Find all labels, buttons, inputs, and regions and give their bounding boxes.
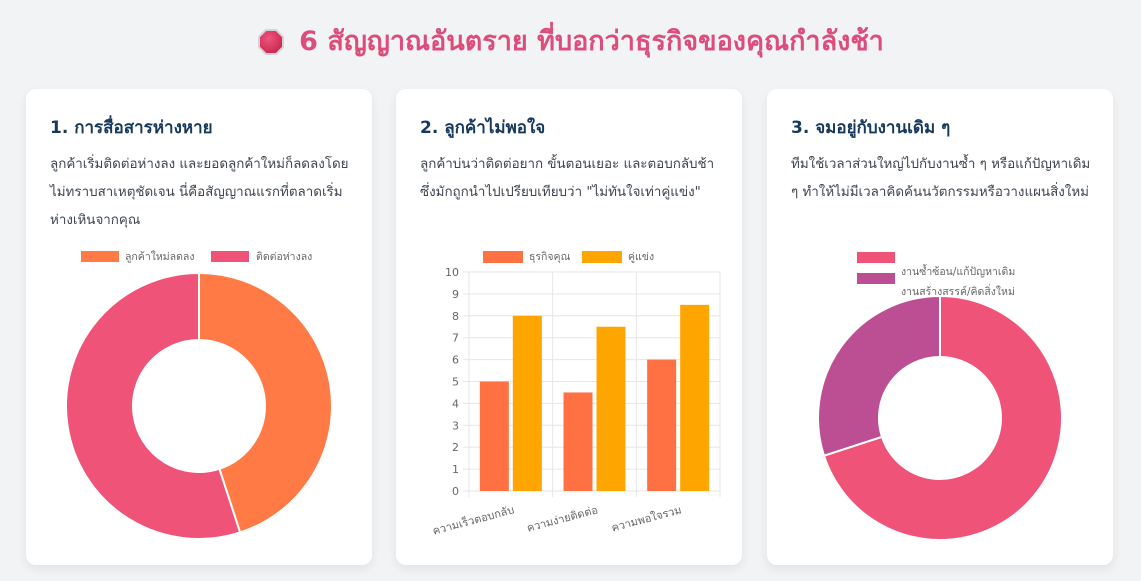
y-tick-label: 7 xyxy=(452,332,459,345)
donut-segment[interactable] xyxy=(65,271,242,540)
bar[interactable] xyxy=(512,315,542,491)
y-tick-label: 9 xyxy=(452,288,459,301)
donut-segment[interactable] xyxy=(822,294,1063,541)
donut-chart-work-allocation: งานซ้ำซ้อน/แก้ปัญหาเดิมงานสร้างสรรค์/คิด… xyxy=(817,252,1063,541)
y-tick-label: 1 xyxy=(452,463,459,476)
legend-swatch[interactable] xyxy=(857,273,895,284)
y-tick-label: 5 xyxy=(452,376,459,389)
y-tick-label: 3 xyxy=(452,419,459,432)
stop-sign-icon xyxy=(258,29,285,55)
bar[interactable] xyxy=(479,381,509,492)
legend-label[interactable]: ธุรกิจคุณ xyxy=(529,251,571,263)
y-tick-label: 8 xyxy=(452,310,459,323)
card-dissatisfied: 2. ลูกค้าไม่พอใจ ลูกค้าบ่นว่าติดต่อยาก ข… xyxy=(396,89,742,565)
legend-swatch[interactable] xyxy=(483,251,523,263)
donut-chart-communication: ลูกค้าใหม่ลดลง ติดต่อห่างลง xyxy=(65,250,333,540)
legend-label[interactable]: งานสร้างสรรค์/คิดสิ่งใหม่ xyxy=(901,284,1015,298)
card-communication: 1. การสื่อสารห่างหาย ลูกค้าเริ่มติดต่อห่… xyxy=(26,89,372,565)
y-tick-label: 0 xyxy=(452,485,459,498)
legend-swatch[interactable] xyxy=(857,252,895,263)
card-description: ทีมใช้เวลาส่วนใหญ่ไปกับงานซ้ำ ๆ หรือแก้ป… xyxy=(791,157,1091,200)
legend-label[interactable]: คู่แข่ง xyxy=(628,251,654,263)
bar[interactable] xyxy=(680,304,710,491)
card-title: 3. จมอยู่กับงานเดิม ๆ xyxy=(791,118,951,138)
legend-swatch[interactable] xyxy=(211,251,249,262)
card-title: 2. ลูกค้าไม่พอใจ xyxy=(420,118,546,138)
donut-segment[interactable] xyxy=(817,294,941,457)
card-description: ลูกค้าเริ่มติดต่อห่างลง และยอดลูกค้าใหม่… xyxy=(50,157,349,228)
y-tick-label: 10 xyxy=(445,266,459,279)
x-tick-label: ความพอใจรวม xyxy=(610,503,683,534)
card-title: 1. การสื่อสารห่างหาย xyxy=(50,118,213,138)
donut-segment[interactable] xyxy=(198,271,333,534)
legend-swatch[interactable] xyxy=(582,251,622,263)
bar[interactable] xyxy=(596,326,626,491)
legend-label[interactable]: ลูกค้าใหม่ลดลง xyxy=(125,250,195,263)
page-title-text: 6 สัญญาณอันตราย ที่บอกว่าธุรกิจของคุณกำล… xyxy=(299,26,884,57)
x-tick-label: ความเร็วตอบกลับ xyxy=(431,502,516,537)
card-description: ลูกค้าบ่นว่าติดต่อยาก ขั้นตอนเยอะ และตอบ… xyxy=(420,157,715,200)
legend-label[interactable]: งานซ้ำซ้อน/แก้ปัญหาเดิม xyxy=(901,264,1015,278)
bar[interactable] xyxy=(647,359,677,491)
y-tick-label: 2 xyxy=(452,441,459,454)
y-tick-label: 4 xyxy=(452,397,459,410)
bar[interactable] xyxy=(563,392,593,491)
bar-chart-satisfaction: ธุรกิจคุณ คู่แข่ง 0 1 2 3 4 5 6 7 8 9 10 ความเร็วตอบก… xyxy=(431,251,721,538)
legend-swatch[interactable] xyxy=(81,251,119,262)
page-title: 6 สัญญาณอันตราย ที่บอกว่าธุรกิจของคุณกำล… xyxy=(0,22,1141,62)
x-tick-label: ความง่ายติดต่อ xyxy=(525,503,599,534)
card-stuck-old-work: 3. จมอยู่กับงานเดิม ๆ ทีมใช้เวลาส่วนใหญ่… xyxy=(767,89,1113,565)
legend-label[interactable]: ติดต่อห่างลง xyxy=(256,251,312,263)
y-tick-label: 6 xyxy=(452,354,459,367)
